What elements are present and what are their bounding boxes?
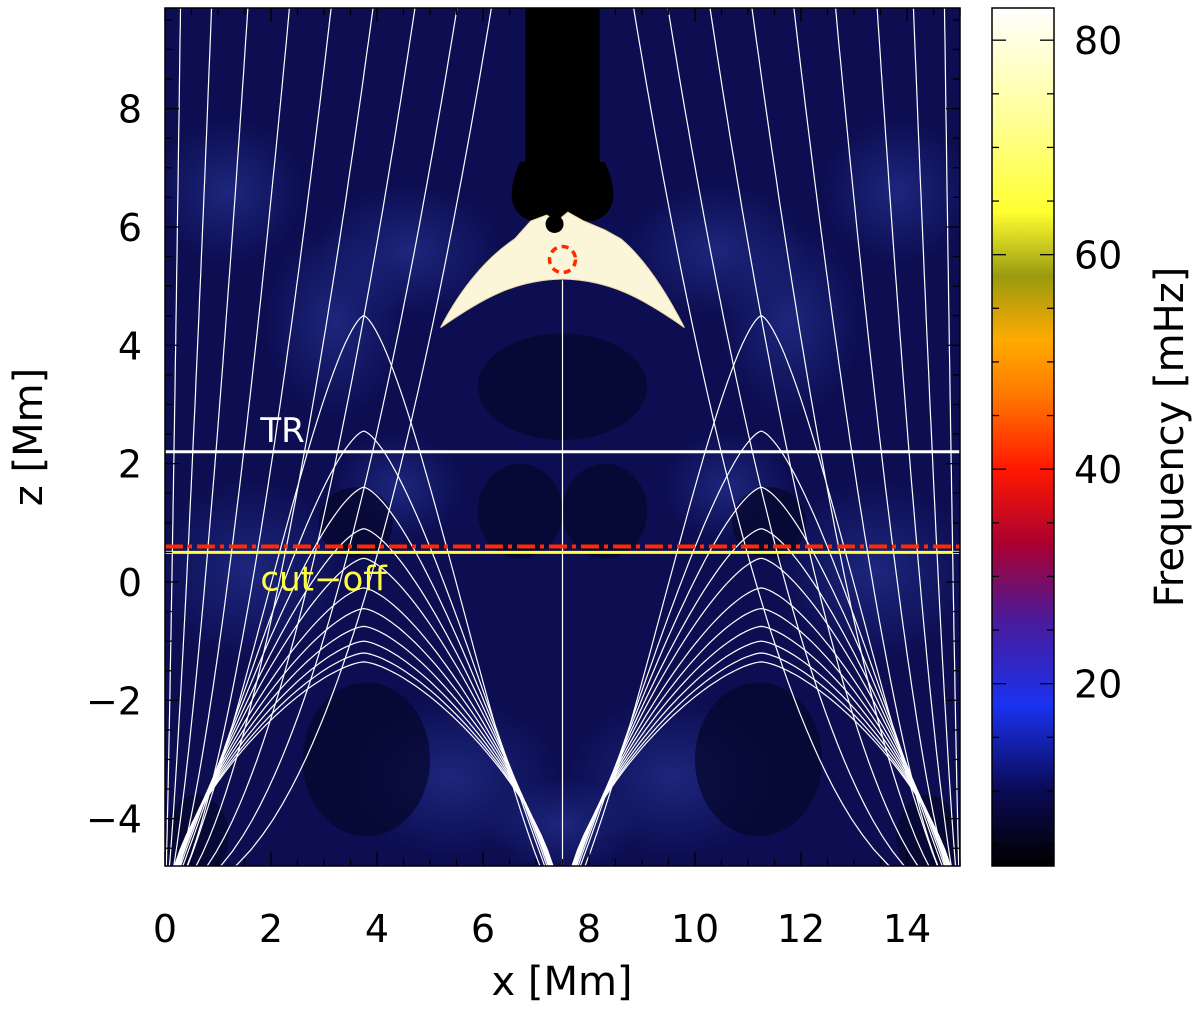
field-line (178, 528, 550, 866)
field-line (182, 430, 546, 866)
field-line (633, 8, 891, 866)
field-line (179, 8, 291, 866)
field-line (575, 528, 947, 866)
x-axis: 0 2 4 6 8 10 12 14 (153, 907, 931, 951)
colorbar-ticks: 20 40 60 80 (992, 19, 1122, 846)
y-axis-title: z [Mm] (6, 368, 52, 506)
field-line (572, 625, 951, 866)
x-tick-label: 12 (777, 907, 825, 951)
red-marker-circle (547, 244, 578, 275)
x-tick-label: 6 (471, 907, 495, 951)
plot-ticks (164, 8, 961, 866)
blue-patch (779, 481, 960, 659)
field-line (751, 8, 930, 866)
field-line (571, 652, 951, 866)
field-line (574, 557, 948, 866)
dark-patch (695, 682, 823, 837)
x-tick-label: 0 (153, 907, 177, 951)
dark-notch (545, 214, 564, 233)
field-line (173, 661, 554, 866)
field-line (186, 8, 332, 866)
field-line (943, 8, 960, 866)
colorbar: 20 40 60 80 Frequency [mHz] (991, 7, 1193, 867)
dark-column (525, 8, 600, 186)
dark-column-base (511, 161, 614, 222)
x-tick-label: 14 (883, 907, 931, 951)
field-line (165, 8, 182, 866)
field-line (177, 557, 551, 866)
y-tick-label: 2 (118, 443, 142, 487)
field-line (174, 625, 553, 866)
heatmap-background (165, 8, 960, 866)
x-axis-title: x [Mm] (491, 959, 632, 1005)
field-line (912, 8, 957, 866)
magnetic-field-lines (165, 8, 960, 866)
field-line (219, 8, 458, 866)
field-line (195, 8, 374, 866)
field-line (168, 8, 213, 866)
cutoff-label: cut−off (260, 559, 388, 599)
y-tick-label: 0 (118, 561, 142, 605)
field-line (573, 607, 950, 866)
field-line (234, 8, 492, 866)
high-frequency-region (440, 211, 685, 328)
y-tick-label: −4 (86, 798, 142, 842)
plot-area: TR cut−off (164, 7, 961, 867)
field-line (206, 8, 416, 866)
field-line (667, 8, 906, 866)
reference-lines: TR cut−off (165, 411, 960, 599)
field-line (793, 8, 939, 866)
dark-patch (562, 463, 648, 559)
x-tick-label: 8 (577, 907, 601, 951)
field-line (876, 8, 952, 866)
colorbar-tick-label: 60 (1074, 234, 1122, 278)
field-line (573, 587, 949, 866)
y-tick-label: 8 (118, 88, 142, 132)
x-tick-label: 10 (671, 907, 719, 951)
field-line (571, 661, 952, 866)
field-line (176, 587, 552, 866)
y-tick-label: −2 (86, 679, 142, 723)
field-line (571, 640, 951, 866)
dark-patch (302, 682, 430, 837)
y-axis: −4 −2 0 2 4 6 8 (86, 88, 142, 842)
x-tick-label: 2 (259, 907, 283, 951)
blue-patch (721, 226, 860, 417)
field-line (579, 430, 943, 866)
x-tick-label: 4 (365, 907, 389, 951)
colorbar-tick-label: 20 (1074, 663, 1122, 707)
y-tick-label: 6 (118, 206, 142, 250)
field-line (174, 652, 554, 866)
y-tick-label: 4 (118, 324, 142, 368)
dark-patch (477, 463, 563, 559)
field-line (834, 8, 946, 866)
tr-label: TR (259, 411, 304, 451)
colorbar-tick-label: 40 (1074, 448, 1122, 492)
colorbar-title: Frequency [mHz] (1147, 267, 1193, 608)
colorbar-tick-label: 80 (1074, 19, 1122, 63)
blue-patch (265, 226, 404, 417)
bright-region-shape (440, 211, 685, 328)
field-line (175, 607, 552, 866)
field-line (174, 640, 554, 866)
field-line (173, 8, 249, 866)
field-line (709, 8, 919, 866)
colorbar-gradient (991, 7, 1055, 867)
